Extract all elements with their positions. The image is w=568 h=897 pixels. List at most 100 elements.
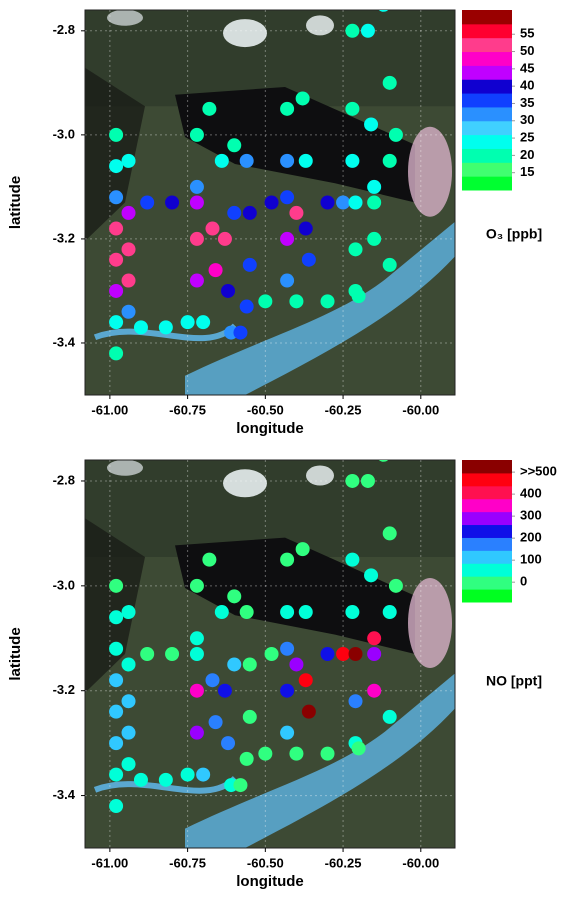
panel: -61.00 -60.75 -60.50 -60.25 -60.00 -2.8 -3.0 -3… bbox=[7, 9, 542, 437]
track-point bbox=[214, 153, 229, 168]
track-point bbox=[121, 657, 136, 672]
track-point bbox=[121, 242, 136, 257]
track-point bbox=[364, 117, 379, 132]
colorbar-band bbox=[462, 460, 512, 474]
plot-frame bbox=[84, 459, 456, 849]
track-point bbox=[280, 190, 295, 205]
track-point bbox=[336, 195, 351, 210]
track-point bbox=[140, 195, 155, 210]
track-point bbox=[217, 231, 232, 246]
track-point bbox=[109, 190, 124, 205]
track-point bbox=[367, 179, 382, 194]
track-point bbox=[242, 709, 257, 724]
track-point bbox=[382, 709, 397, 724]
x-tick-label: -60.00 bbox=[402, 402, 439, 417]
track-point bbox=[345, 153, 360, 168]
colorbar-tick-label: 15 bbox=[520, 164, 534, 179]
track-point bbox=[345, 552, 360, 567]
track-point bbox=[320, 746, 335, 761]
track-point bbox=[205, 221, 220, 236]
x-tick-label: -60.75 bbox=[169, 402, 206, 417]
track-point bbox=[242, 205, 257, 220]
track-point bbox=[378, 10, 389, 12]
cloud bbox=[306, 15, 334, 36]
panel: -61.00 -60.75 -60.50 -60.25 -60.00 -2.8 -3.0 -3… bbox=[7, 459, 557, 890]
track-point bbox=[189, 578, 204, 593]
colorbar-band bbox=[462, 106, 512, 122]
colorbar-tick-label: 45 bbox=[520, 60, 534, 75]
track-point bbox=[121, 605, 136, 620]
colorbar-tick-label: 100 bbox=[520, 552, 542, 567]
dark-river bbox=[85, 518, 145, 693]
track-point bbox=[165, 647, 180, 661]
y-tick-label: -3.4 bbox=[53, 787, 76, 802]
colorbar-label: NO [ppt] bbox=[486, 673, 542, 689]
x-tick-label: -60.25 bbox=[325, 402, 362, 417]
colorbar-band bbox=[462, 498, 512, 513]
plot-frame bbox=[84, 9, 456, 396]
track-point bbox=[280, 725, 295, 740]
y-tick-label: -3.4 bbox=[53, 334, 76, 349]
track-point bbox=[189, 683, 204, 698]
x-tick-label: -60.00 bbox=[402, 855, 439, 870]
track-point bbox=[208, 715, 223, 730]
track-point bbox=[367, 647, 382, 661]
track-point bbox=[360, 23, 375, 38]
track-point bbox=[158, 772, 173, 787]
track-point bbox=[121, 757, 136, 772]
colorbar-tick-label: 20 bbox=[520, 147, 534, 162]
urban bbox=[408, 126, 452, 217]
track-point bbox=[239, 605, 254, 620]
x-tick-label: -60.50 bbox=[247, 855, 284, 870]
track-point bbox=[295, 91, 310, 106]
x-tick-label: -60.50 bbox=[247, 402, 284, 417]
y-tick-label: -2.8 bbox=[53, 472, 75, 487]
track-point bbox=[121, 273, 136, 288]
colorbar-band bbox=[462, 37, 512, 53]
track-point bbox=[233, 778, 248, 793]
colorbar-band bbox=[462, 563, 512, 577]
track-point bbox=[109, 252, 124, 267]
track-point bbox=[140, 647, 155, 661]
track-point bbox=[208, 263, 223, 278]
track-point bbox=[239, 299, 254, 314]
track-point bbox=[133, 772, 148, 787]
track-point bbox=[109, 704, 124, 719]
track-point bbox=[233, 325, 248, 340]
track-point bbox=[221, 283, 236, 298]
track-point bbox=[360, 473, 375, 488]
track-point bbox=[109, 641, 124, 656]
track-point bbox=[258, 294, 273, 309]
track-point bbox=[280, 101, 295, 116]
track bbox=[109, 460, 403, 814]
track-point bbox=[378, 460, 389, 462]
colorbar-band bbox=[462, 550, 512, 564]
y-tick-label: -2.8 bbox=[53, 22, 75, 37]
colorbar-tick-label: 400 bbox=[520, 486, 542, 501]
track-point bbox=[351, 289, 366, 304]
track-point bbox=[298, 153, 313, 168]
colorbar-band bbox=[462, 485, 512, 500]
track-point bbox=[189, 179, 204, 194]
river bbox=[93, 775, 238, 794]
track-point bbox=[189, 647, 204, 661]
cloud bbox=[107, 460, 143, 476]
track-point bbox=[345, 605, 360, 620]
colorbar-band bbox=[462, 65, 512, 80]
track-point bbox=[345, 101, 360, 116]
track-point bbox=[109, 159, 124, 174]
track-point bbox=[280, 605, 295, 620]
track-point bbox=[239, 751, 254, 766]
colorbar-label: O₃ [ppb] bbox=[486, 226, 542, 242]
y-tick-label: -3.0 bbox=[53, 126, 75, 141]
track-point bbox=[109, 315, 124, 330]
track-point bbox=[280, 273, 295, 288]
x-axis-title: longitude bbox=[236, 420, 304, 437]
colorbar-tick-label: 0 bbox=[520, 574, 527, 589]
track-point bbox=[227, 589, 242, 604]
dark-river bbox=[85, 67, 145, 241]
track-point bbox=[202, 552, 217, 567]
track-point bbox=[388, 578, 403, 593]
y-tick-label: -3.0 bbox=[53, 577, 75, 592]
